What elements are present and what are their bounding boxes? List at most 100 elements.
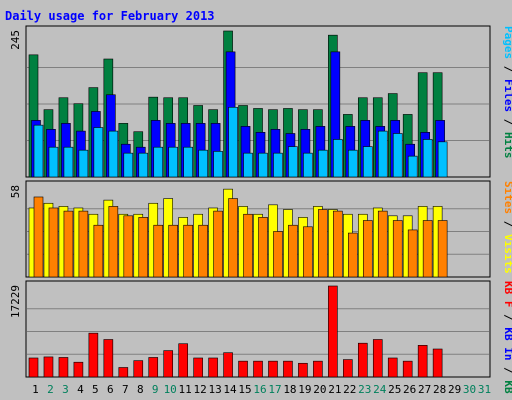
bar-sites-day-7 xyxy=(123,215,134,278)
bar-sites-day-27 xyxy=(422,220,433,278)
bar-pages-day-8 xyxy=(138,152,149,178)
bar-kb-f-day-19 xyxy=(298,362,308,378)
bar-kb-f-day-10 xyxy=(163,350,174,378)
bar-kb-f-day-27 xyxy=(417,345,428,378)
bar-pages-day-21 xyxy=(333,139,343,178)
bar-sites-day-14 xyxy=(228,198,238,278)
axis-label-part: / xyxy=(502,308,512,328)
x-tick-label: 1 xyxy=(32,383,39,396)
chart-title: Daily usage for February 2013 xyxy=(5,9,215,23)
bar-kb-f-day-4 xyxy=(73,361,84,378)
panel-visits-sites: 58 Sites / Visits xyxy=(9,180,512,278)
bar-pages-day-5 xyxy=(93,127,104,178)
bar-sites-day-1 xyxy=(33,196,44,278)
x-tick-label: 15 xyxy=(238,383,251,396)
bar-kb-f-day-17 xyxy=(268,360,278,378)
bar-sites-day-9 xyxy=(153,224,164,278)
bar-kb-f-day-21 xyxy=(328,285,338,378)
bar-sites-day-12 xyxy=(198,224,208,278)
panel-hits-files-pages: 245 Pages / Files / Hits xyxy=(9,25,512,178)
bar-pages-day-2 xyxy=(48,146,59,178)
bar-sites-day-4 xyxy=(78,210,89,278)
bar-pages-day-12 xyxy=(198,149,208,178)
bar-sites-day-3 xyxy=(63,210,74,278)
bar-kb-f-day-7 xyxy=(118,367,129,378)
bar-sites-day-22 xyxy=(348,232,358,278)
x-tick-label: 21 xyxy=(328,383,341,396)
bar-pages-day-25 xyxy=(392,133,403,178)
bar-sites-day-20 xyxy=(318,209,328,278)
series-sites xyxy=(33,196,448,278)
bar-pages-day-19 xyxy=(303,152,313,178)
axis-label-visits-sites: Sites / Visits xyxy=(502,181,512,274)
x-tick-label: 27 xyxy=(418,383,431,396)
x-tick-label: 16 xyxy=(253,383,266,396)
scale-max-label: 58 xyxy=(9,185,22,198)
x-tick-label: 31 xyxy=(478,383,491,396)
bar-sites-day-5 xyxy=(93,224,104,278)
x-tick-label: 13 xyxy=(208,383,221,396)
bar-kb-f-day-15 xyxy=(238,360,248,378)
bar-pages-day-7 xyxy=(123,152,134,178)
bar-kb-f-day-20 xyxy=(313,360,323,378)
axis-label-hits-files-pages: Pages / Files / Hits xyxy=(502,26,512,159)
bar-sites-day-28 xyxy=(437,220,448,278)
bar-kb-f-day-3 xyxy=(58,357,69,378)
bar-kb-f-day-6 xyxy=(103,339,114,378)
bar-kb-f-day-11 xyxy=(178,343,188,378)
bar-pages-day-1 xyxy=(33,124,44,178)
bar-sites-day-26 xyxy=(407,229,418,278)
x-tick-label: 25 xyxy=(388,383,401,396)
x-tick-label: 24 xyxy=(373,383,387,396)
axis-label-part: / xyxy=(502,59,512,79)
bar-sites-day-17 xyxy=(273,231,283,278)
axis-label-kbytes: KB F / KB In / KB Out xyxy=(502,281,512,400)
bar-pages-day-3 xyxy=(63,146,74,178)
x-tick-label: 29 xyxy=(448,383,461,396)
bar-pages-day-9 xyxy=(153,146,164,178)
bar-sites-day-16 xyxy=(258,217,268,278)
bar-kb-f-day-14 xyxy=(223,352,233,378)
x-tick-label: 23 xyxy=(358,383,371,396)
bar-pages-day-15 xyxy=(243,152,253,178)
bar-sites-day-15 xyxy=(243,213,253,278)
bar-kb-f-day-9 xyxy=(148,357,159,378)
bar-sites-day-23 xyxy=(362,220,373,278)
axis-label-part: Sites xyxy=(502,181,512,214)
axis-label-part: KB In xyxy=(502,327,512,360)
x-tick-label: 12 xyxy=(194,383,207,396)
bar-sites-day-13 xyxy=(213,210,223,278)
bar-pages-day-20 xyxy=(318,149,328,178)
bar-kb-f-day-16 xyxy=(253,360,263,378)
bar-kb-f-day-18 xyxy=(283,360,293,378)
x-tick-label: 20 xyxy=(313,383,326,396)
series-visits xyxy=(28,188,443,278)
x-tick-label: 22 xyxy=(343,383,356,396)
bar-sites-day-10 xyxy=(168,224,179,278)
x-tick-label: 14 xyxy=(223,383,237,396)
x-tick-label: 3 xyxy=(62,383,69,396)
bar-sites-day-25 xyxy=(392,220,403,278)
x-tick-label: 19 xyxy=(298,383,311,396)
bar-pages-day-14 xyxy=(228,106,238,178)
x-tick-label: 8 xyxy=(137,383,144,396)
scale-max-label: 245 xyxy=(9,30,22,50)
bar-kb-f-day-2 xyxy=(43,356,54,378)
x-tick-label: 30 xyxy=(463,383,476,396)
chart-panels: 245 Pages / Files / Hits 58 Sites / Visits 1… xyxy=(9,25,512,400)
bar-kb-f-day-23 xyxy=(357,342,368,378)
bar-pages-day-10 xyxy=(168,146,179,178)
x-tick-label: 28 xyxy=(433,383,446,396)
bar-pages-day-23 xyxy=(362,146,373,178)
bar-pages-day-22 xyxy=(348,149,358,178)
axis-label-part: KB F xyxy=(502,281,512,308)
bar-sites-day-2 xyxy=(48,207,59,278)
x-tick-label: 10 xyxy=(164,383,177,396)
bar-sites-day-6 xyxy=(108,206,119,278)
scale-max-label: 17229 xyxy=(9,285,22,318)
bar-kb-f-day-5 xyxy=(88,332,99,378)
bar-sites-day-8 xyxy=(138,217,149,278)
bar-kb-f-day-26 xyxy=(402,360,413,378)
axis-label-part: / xyxy=(502,361,512,381)
